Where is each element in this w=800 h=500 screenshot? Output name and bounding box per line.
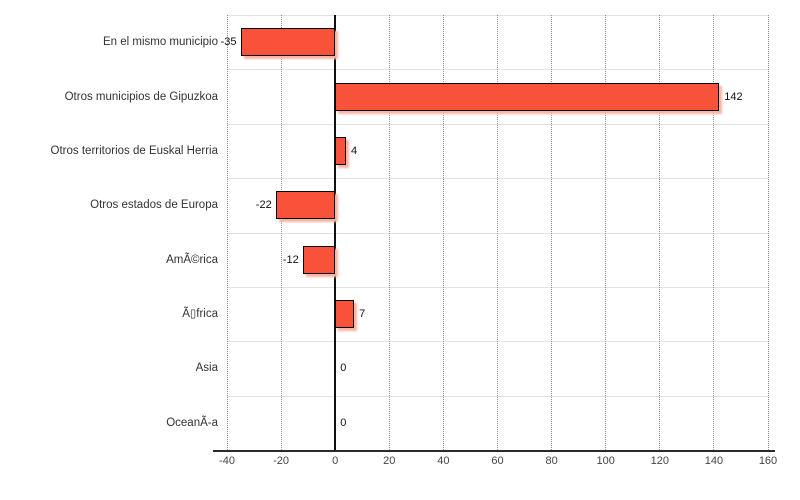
category-label: OceanÃ-a xyxy=(166,416,218,429)
bar xyxy=(335,136,346,165)
value-label: 0 xyxy=(340,416,347,429)
x-tick-label: -40 xyxy=(219,455,235,467)
x-tick-label: 120 xyxy=(650,455,669,467)
x-tick-label: 40 xyxy=(437,455,450,467)
grid-line xyxy=(605,15,607,450)
bar xyxy=(275,191,336,220)
value-label: 142 xyxy=(724,90,743,103)
bar xyxy=(335,82,720,111)
grid-line xyxy=(226,15,228,450)
x-tick-label: 160 xyxy=(758,455,778,467)
grid-line xyxy=(713,15,715,450)
value-label: 4 xyxy=(351,144,358,157)
grid-line xyxy=(442,15,444,450)
category-label: Otros territorios de Euskal Herria xyxy=(50,144,218,157)
x-axis-line xyxy=(213,450,775,452)
zero-axis-line xyxy=(334,15,337,450)
x-tick-label: 140 xyxy=(704,455,724,467)
value-label: 7 xyxy=(359,308,366,321)
category-label: Ã▯frica xyxy=(182,308,218,321)
grid-line xyxy=(551,15,553,450)
x-tick-label: 100 xyxy=(596,455,615,467)
category-label: Otros municipios de Gipuzkoa xyxy=(64,90,218,103)
value-label: -22 xyxy=(255,199,272,212)
value-label: 0 xyxy=(340,362,347,375)
grid-line xyxy=(659,15,661,450)
x-tick-label: -20 xyxy=(273,455,290,467)
grid-line xyxy=(388,15,390,450)
value-label: -35 xyxy=(220,36,237,49)
category-label: Otros estados de Europa xyxy=(90,199,218,212)
category-label: AmÃ©rica xyxy=(166,253,218,266)
x-tick-label: 60 xyxy=(491,455,504,467)
x-tick-label: 80 xyxy=(545,455,558,467)
category-label: En el mismo municipio xyxy=(102,36,218,49)
grid-line xyxy=(280,15,282,450)
grid-line xyxy=(767,15,769,450)
bar xyxy=(240,28,336,57)
grid-line xyxy=(497,15,498,450)
category-label: Asia xyxy=(195,362,218,375)
x-tick-label: 0 xyxy=(332,455,339,467)
value-label: -12 xyxy=(282,253,299,266)
bar xyxy=(302,245,336,274)
x-tick-label: 20 xyxy=(383,455,396,467)
bar xyxy=(335,300,355,329)
